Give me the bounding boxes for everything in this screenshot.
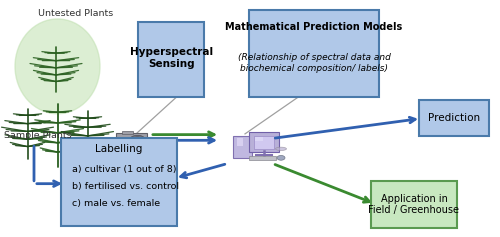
Ellipse shape [276, 147, 286, 150]
FancyBboxPatch shape [249, 132, 279, 152]
Text: Sample Plants: Sample Plants [4, 131, 71, 140]
FancyBboxPatch shape [138, 22, 204, 97]
Text: b) fertilised vs. control: b) fertilised vs. control [72, 182, 178, 191]
FancyBboxPatch shape [248, 10, 379, 97]
Text: c) male vs. female: c) male vs. female [72, 199, 160, 208]
FancyBboxPatch shape [418, 100, 489, 136]
Text: (Relationship of spectral data and
biochemical composition/ labels): (Relationship of spectral data and bioch… [238, 53, 390, 73]
Circle shape [130, 135, 144, 142]
FancyBboxPatch shape [254, 136, 274, 149]
FancyBboxPatch shape [371, 181, 456, 228]
Text: Hyperspectral
Sensing: Hyperspectral Sensing [130, 47, 213, 69]
Text: Untested Plants: Untested Plants [38, 9, 113, 18]
Text: Mathematical Prediction Models: Mathematical Prediction Models [226, 22, 402, 32]
FancyBboxPatch shape [234, 136, 252, 158]
Ellipse shape [277, 155, 285, 160]
Text: a) cultivar (1 out of 8): a) cultivar (1 out of 8) [72, 165, 176, 174]
Text: Prediction: Prediction [428, 113, 480, 123]
Circle shape [134, 137, 141, 141]
FancyBboxPatch shape [237, 138, 243, 146]
FancyBboxPatch shape [122, 131, 133, 134]
Text: Application in
Field / Greenhouse: Application in Field / Greenhouse [368, 194, 460, 215]
FancyBboxPatch shape [248, 156, 276, 160]
Text: Labelling: Labelling [96, 144, 142, 154]
FancyBboxPatch shape [116, 133, 146, 144]
Ellipse shape [15, 19, 100, 114]
FancyBboxPatch shape [61, 138, 176, 226]
FancyBboxPatch shape [254, 137, 263, 141]
